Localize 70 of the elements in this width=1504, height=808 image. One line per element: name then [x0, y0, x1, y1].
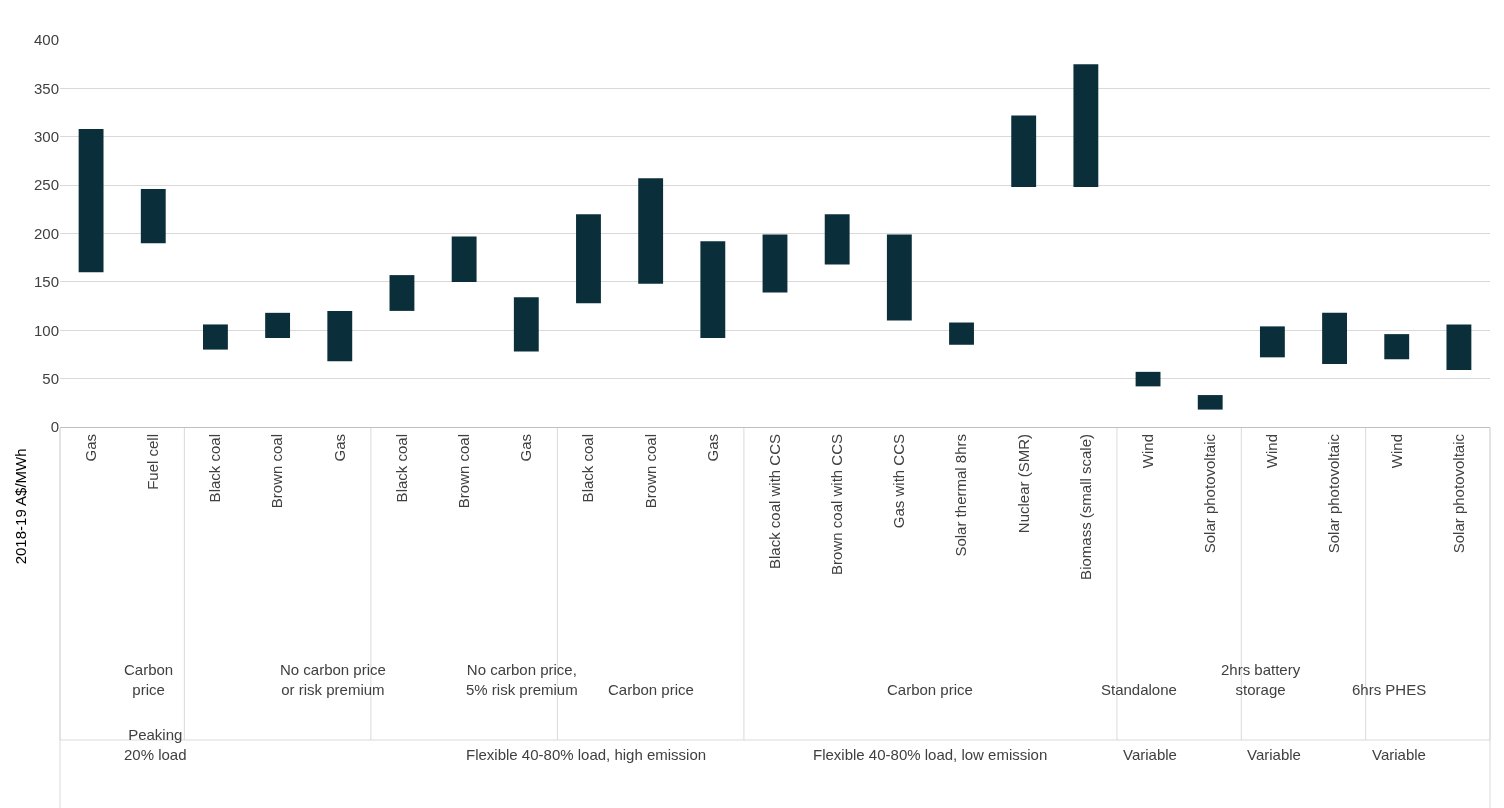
x-tick-label: Black coal with CCS: [765, 434, 783, 570]
y-axis-title: 2018-19 A$/MWh: [11, 448, 29, 565]
text: Standalone: [1101, 681, 1177, 698]
text: Carbon price: [124, 661, 174, 698]
x-tick-label: Gas: [703, 434, 721, 462]
bar: [1322, 312, 1347, 365]
text: Variable: [1247, 746, 1301, 763]
text: No carbon price, 5% risk premium: [466, 661, 578, 698]
x-tick-label: Wind: [1263, 434, 1281, 469]
text: Carbon price: [608, 681, 694, 698]
y-tick-label: 200: [33, 224, 59, 242]
x-tick-label: Brown coal: [641, 434, 659, 509]
bar: [762, 234, 788, 293]
bar: [1259, 326, 1285, 358]
bar: [389, 275, 415, 311]
x-tick-label: Wind: [1138, 434, 1156, 469]
text: Flexible 40-80% load, low emission: [813, 746, 1048, 763]
bar: [451, 236, 477, 282]
x-tick-label: Nuclear (SMR): [1014, 434, 1032, 534]
bar: [78, 129, 104, 273]
x-tick-label: Fuel cell: [144, 434, 162, 490]
x-tick-label: Black coal: [206, 434, 224, 503]
y-tick-label: 100: [33, 321, 59, 339]
bar: [265, 312, 291, 338]
bar: [949, 322, 974, 345]
x-tick-label: Wind: [1387, 434, 1405, 469]
y-tick-label: 250: [33, 176, 59, 194]
x-tick-label: Gas: [517, 434, 535, 462]
text: 6hrs PHES: [1352, 681, 1427, 698]
x-tick-label: Brown coal with CCS: [828, 434, 846, 575]
bar: [1384, 334, 1410, 360]
x-tick-label: Solar photovoltaic: [1325, 433, 1343, 554]
x-tick-label: Black coal: [579, 434, 597, 503]
bar: [1135, 371, 1161, 387]
y-tick-label: 350: [33, 79, 59, 97]
text: Carbon price: [887, 681, 973, 698]
bar: [700, 241, 726, 338]
bar: [1073, 64, 1099, 188]
bar: [1446, 324, 1472, 370]
x-tick-label: Black coal: [392, 434, 410, 503]
y-tick-label: 400: [33, 31, 59, 49]
x-tick-label: Gas: [330, 434, 348, 462]
bar: [638, 178, 664, 284]
bar: [576, 214, 601, 304]
x-tick-label: Gas with CCS: [890, 434, 908, 529]
y-tick-label: 50: [42, 369, 59, 387]
text: Flexible 40-80% load, high emission: [466, 746, 707, 763]
bar: [203, 324, 228, 350]
text: No carbon price or risk premium: [280, 661, 386, 698]
x-tick-label: Brown coal: [455, 434, 473, 509]
text: Variable: [1123, 746, 1177, 763]
bar: [327, 310, 353, 362]
y-tick-label: 150: [33, 273, 59, 291]
x-tick-label: Solar photovoltaic: [1201, 433, 1219, 554]
text: Variable: [1372, 746, 1426, 763]
y-tick-label: 0: [50, 418, 59, 436]
bar: [886, 234, 912, 321]
bar: [513, 297, 539, 352]
bar: [1011, 115, 1037, 188]
y-tick-label: 300: [33, 128, 59, 145]
bar: [140, 189, 166, 244]
bar: [1197, 395, 1223, 410]
x-tick-label: Gas: [81, 434, 99, 462]
text: Peaking 20% load: [124, 726, 187, 763]
text: 2hrs battery storage: [1221, 661, 1301, 698]
x-tick-label: Solar thermal 8hrs: [952, 434, 970, 557]
x-tick-label: Solar photovoltaic: [1449, 433, 1467, 554]
x-tick-label: Brown coal: [268, 434, 286, 509]
x-tick-label: Biomass (small scale): [1076, 434, 1094, 580]
bar: [824, 214, 850, 265]
